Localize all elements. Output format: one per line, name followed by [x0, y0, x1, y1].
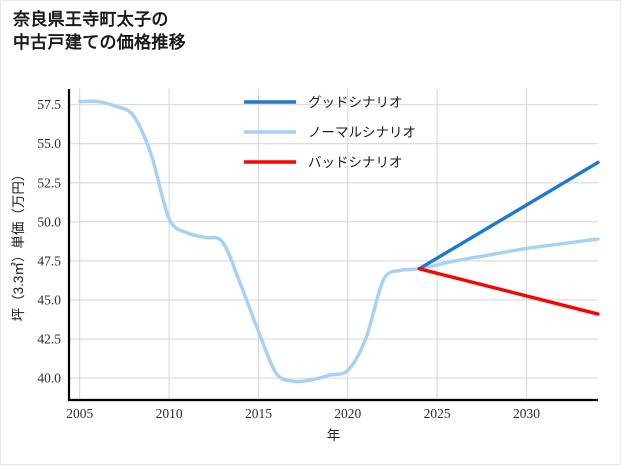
- y-tick-label: 47.5: [37, 253, 61, 268]
- x-tick-label: 2005: [66, 406, 93, 421]
- gridlines-group: [69, 89, 598, 400]
- y-tick-label: 57.5: [37, 97, 61, 112]
- x-tick-label: 2010: [156, 406, 183, 421]
- y-tick-label: 40.0: [37, 371, 61, 386]
- x-tick-label: 2025: [424, 406, 451, 421]
- legend-label-good: グッドシナリオ: [308, 95, 403, 110]
- y-tick-labels: 40.0 42.5 45.0 47.5 50.0 52.5 55.0 57.5: [37, 97, 61, 385]
- y-tick-label: 45.0: [37, 292, 61, 307]
- axes-group: [67, 89, 598, 402]
- x-tick-label: 2030: [513, 406, 540, 421]
- x-tick-label: 2015: [245, 406, 272, 421]
- y-axis-title: 坪（3.3㎡）単価（万円）: [11, 168, 26, 322]
- legend-label-normal: ノーマルシナリオ: [308, 125, 416, 140]
- x-tick-labels: 2005 2010 2015 2020 2025 2030: [66, 406, 540, 421]
- y-tick-label: 50.0: [37, 214, 61, 229]
- y-tick-label: 52.5: [37, 175, 61, 190]
- series-group: [78, 99, 600, 384]
- y-tick-label: 55.0: [37, 136, 61, 151]
- chart-title: 奈良県王寺町太子の 中古戸建ての価格推移: [13, 10, 186, 52]
- y-tick-label: 42.5: [37, 332, 61, 347]
- series-line-bad: [417, 267, 600, 316]
- x-axis-title: 年: [327, 428, 341, 443]
- series-line-normal: [78, 99, 600, 384]
- x-tick-label: 2020: [334, 406, 361, 421]
- series-line-good: [417, 160, 600, 271]
- axis-spines: [67, 89, 598, 402]
- legend-label-bad: バッドシナリオ: [308, 155, 403, 170]
